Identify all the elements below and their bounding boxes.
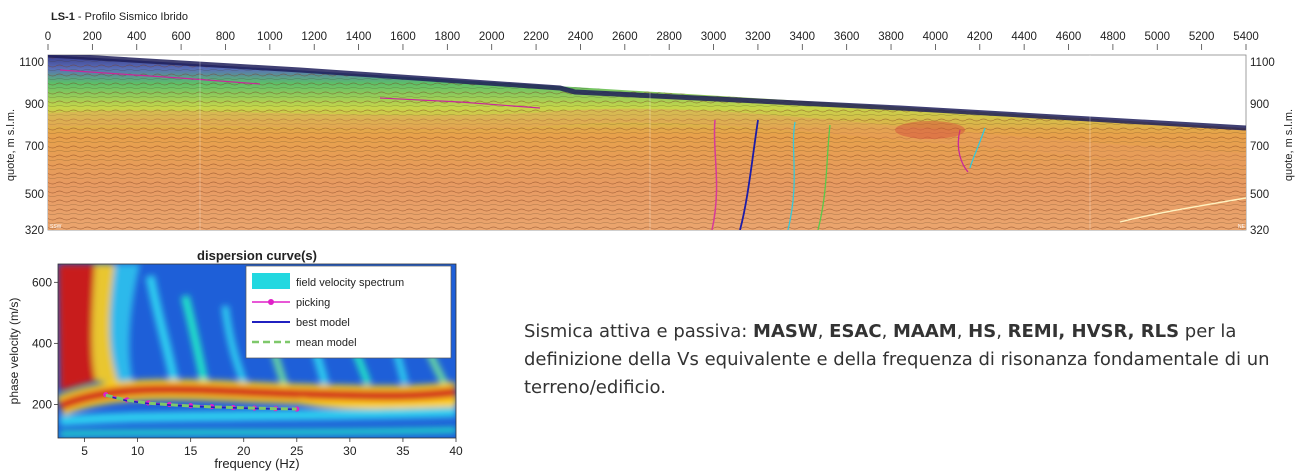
profile-x-tick-label: 200 [83, 31, 102, 43]
profile-x-tick-label: 5200 [1189, 31, 1215, 43]
profile-y-tick-label-right: 900 [1250, 99, 1269, 111]
profile-x-tick-label: 4200 [967, 31, 993, 43]
dispersion-y-tick-label: 400 [32, 336, 52, 350]
profile-x-tick-label: 800 [216, 31, 235, 43]
profile-velocity-image [48, 55, 1246, 230]
profile-y-tick-label-right: 700 [1250, 141, 1269, 153]
svg-text:field velocity spectrum: field velocity spectrum [296, 277, 404, 289]
dispersion-x-tick-label: 20 [237, 444, 251, 458]
profile-x-tick-label: 1600 [390, 31, 416, 43]
legend-entry-picking: picking [252, 297, 330, 309]
profile-corner-right: NE [1238, 224, 1246, 230]
dispersion-x-tick-label: 10 [131, 444, 145, 458]
method-masw: MASW [753, 321, 818, 342]
svg-text:mean model: mean model [296, 337, 357, 349]
profile-x-tick-label: 4800 [1100, 31, 1126, 43]
profile-y-tick-label-right: 500 [1250, 189, 1269, 201]
series-mean-model [105, 393, 297, 411]
profile-x-tick-label: 4000 [923, 31, 949, 43]
method-esac: ESAC [829, 321, 882, 342]
caption-text-lead: Sismica attiva e passiva: [524, 321, 754, 342]
profile-x-tick-label: 400 [127, 31, 146, 43]
profile-x-tick-label: 5000 [1144, 31, 1170, 43]
dispersion-x-tick-label: 40 [449, 444, 463, 458]
dispersion-plot-frame [57, 263, 457, 439]
profile-y-tick-label-right: 1100 [1250, 57, 1275, 69]
profile-y-axis-left: 1100 900 700 500 320 [19, 57, 44, 237]
dispersion-title: dispersion curve(s) [197, 248, 317, 263]
dispersion-legend: field velocity spectrum picking best mod… [245, 265, 452, 359]
profile-x-tick-label: 3200 [745, 31, 771, 43]
profile-y-axis-right: 1100 900 700 500 320 [1250, 57, 1275, 237]
method-hs: HS [968, 321, 997, 342]
profile-x-tick-label: 1400 [346, 31, 372, 43]
profile-x-tick-label: 2600 [612, 31, 638, 43]
dispersion-y-label: phase velocity (m/s) [7, 298, 21, 405]
profile-x-tick-label: 1800 [435, 31, 461, 43]
caption-text-tail: per la definizione della Vs equivalente … [524, 321, 1270, 398]
profile-y-label-left: quote, m s.l.m. [5, 109, 17, 181]
dispersion-series [103, 392, 300, 412]
profile-x-tick-label: 3400 [789, 31, 815, 43]
dispersion-y-tick-label: 600 [32, 275, 52, 289]
method-maam: MAAM [893, 321, 957, 342]
profile-x-tick-label: 1000 [257, 31, 283, 43]
profile-x-tick-label: 1200 [301, 31, 327, 43]
profile-x-tick-label: 0 [45, 31, 51, 43]
profile-x-tick-label: 2400 [568, 31, 594, 43]
profile-x-tick-label: 3600 [834, 31, 860, 43]
profile-y-tick-label-left: 1100 [19, 57, 44, 69]
profile-y-tick-label-left: 900 [25, 99, 44, 111]
dispersion-chart: dispersion curve(s) 5 10 15 20 25 30 35 40 200 4… [7, 248, 463, 471]
svg-text:best model: best model [296, 317, 350, 329]
profile-x-tick-label: 3000 [701, 31, 727, 43]
profile-y-tick-label-left: 320 [25, 225, 44, 237]
dispersion-y-tick-label: 200 [32, 397, 52, 411]
method-caption: Sismica attiva e passiva: MASW, ESAC, MA… [524, 321, 1270, 398]
seismic-profile-figure: LS-1 - Profilo Sismico Ibrido 0 200 400 600… [5, 11, 1295, 237]
legend-entry-field-velocity-spectrum: field velocity spectrum [252, 273, 404, 289]
dispersion-x-tick-label: 35 [396, 444, 410, 458]
profile-x-tick-label: 2800 [656, 31, 682, 43]
legend-entry-mean-model: mean model [252, 337, 357, 349]
dispersion-x-tick-label: 25 [290, 444, 304, 458]
dispersion-x-tick-label: 30 [343, 444, 357, 458]
profile-y-tick-label-left: 500 [25, 189, 44, 201]
profile-y-tick-label-right: 320 [1250, 225, 1269, 237]
dispersion-y-axis: 200 400 600 [32, 275, 58, 411]
profile-x-tick-label: 2200 [523, 31, 549, 43]
dispersion-x-tick-label: 15 [184, 444, 198, 458]
legend-entry-best-model: best model [252, 317, 350, 329]
svg-text:picking: picking [296, 297, 330, 309]
profile-x-axis: 0 200 400 600 800 1000 1200 1400 1600 1800 2000 220… [45, 31, 1259, 50]
dispersion-x-label: frequency (Hz) [214, 456, 299, 471]
dispersion-x-axis: 5 10 15 20 25 30 35 40 [81, 438, 463, 458]
profile-x-tick-label: 600 [172, 31, 191, 43]
profile-x-tick-label: 3800 [878, 31, 904, 43]
profile-x-tick-label: 5400 [1233, 31, 1259, 43]
profile-x-tick-label: 4400 [1011, 31, 1037, 43]
dispersion-x-tick-label: 5 [81, 444, 88, 458]
profile-y-label-right: quote, m s.l.m. [1283, 109, 1295, 181]
profile-x-tick-label: 4600 [1056, 31, 1082, 43]
profile-x-tick-label: 2000 [479, 31, 505, 43]
profile-corner-left: SSW [50, 224, 62, 230]
profile-title: LS-1 - Profilo Sismico Ibrido [51, 11, 188, 23]
profile-y-tick-label-left: 700 [25, 141, 44, 153]
method-remi-hvsr-rls: REMI, HVSR, RLS [1007, 321, 1180, 342]
